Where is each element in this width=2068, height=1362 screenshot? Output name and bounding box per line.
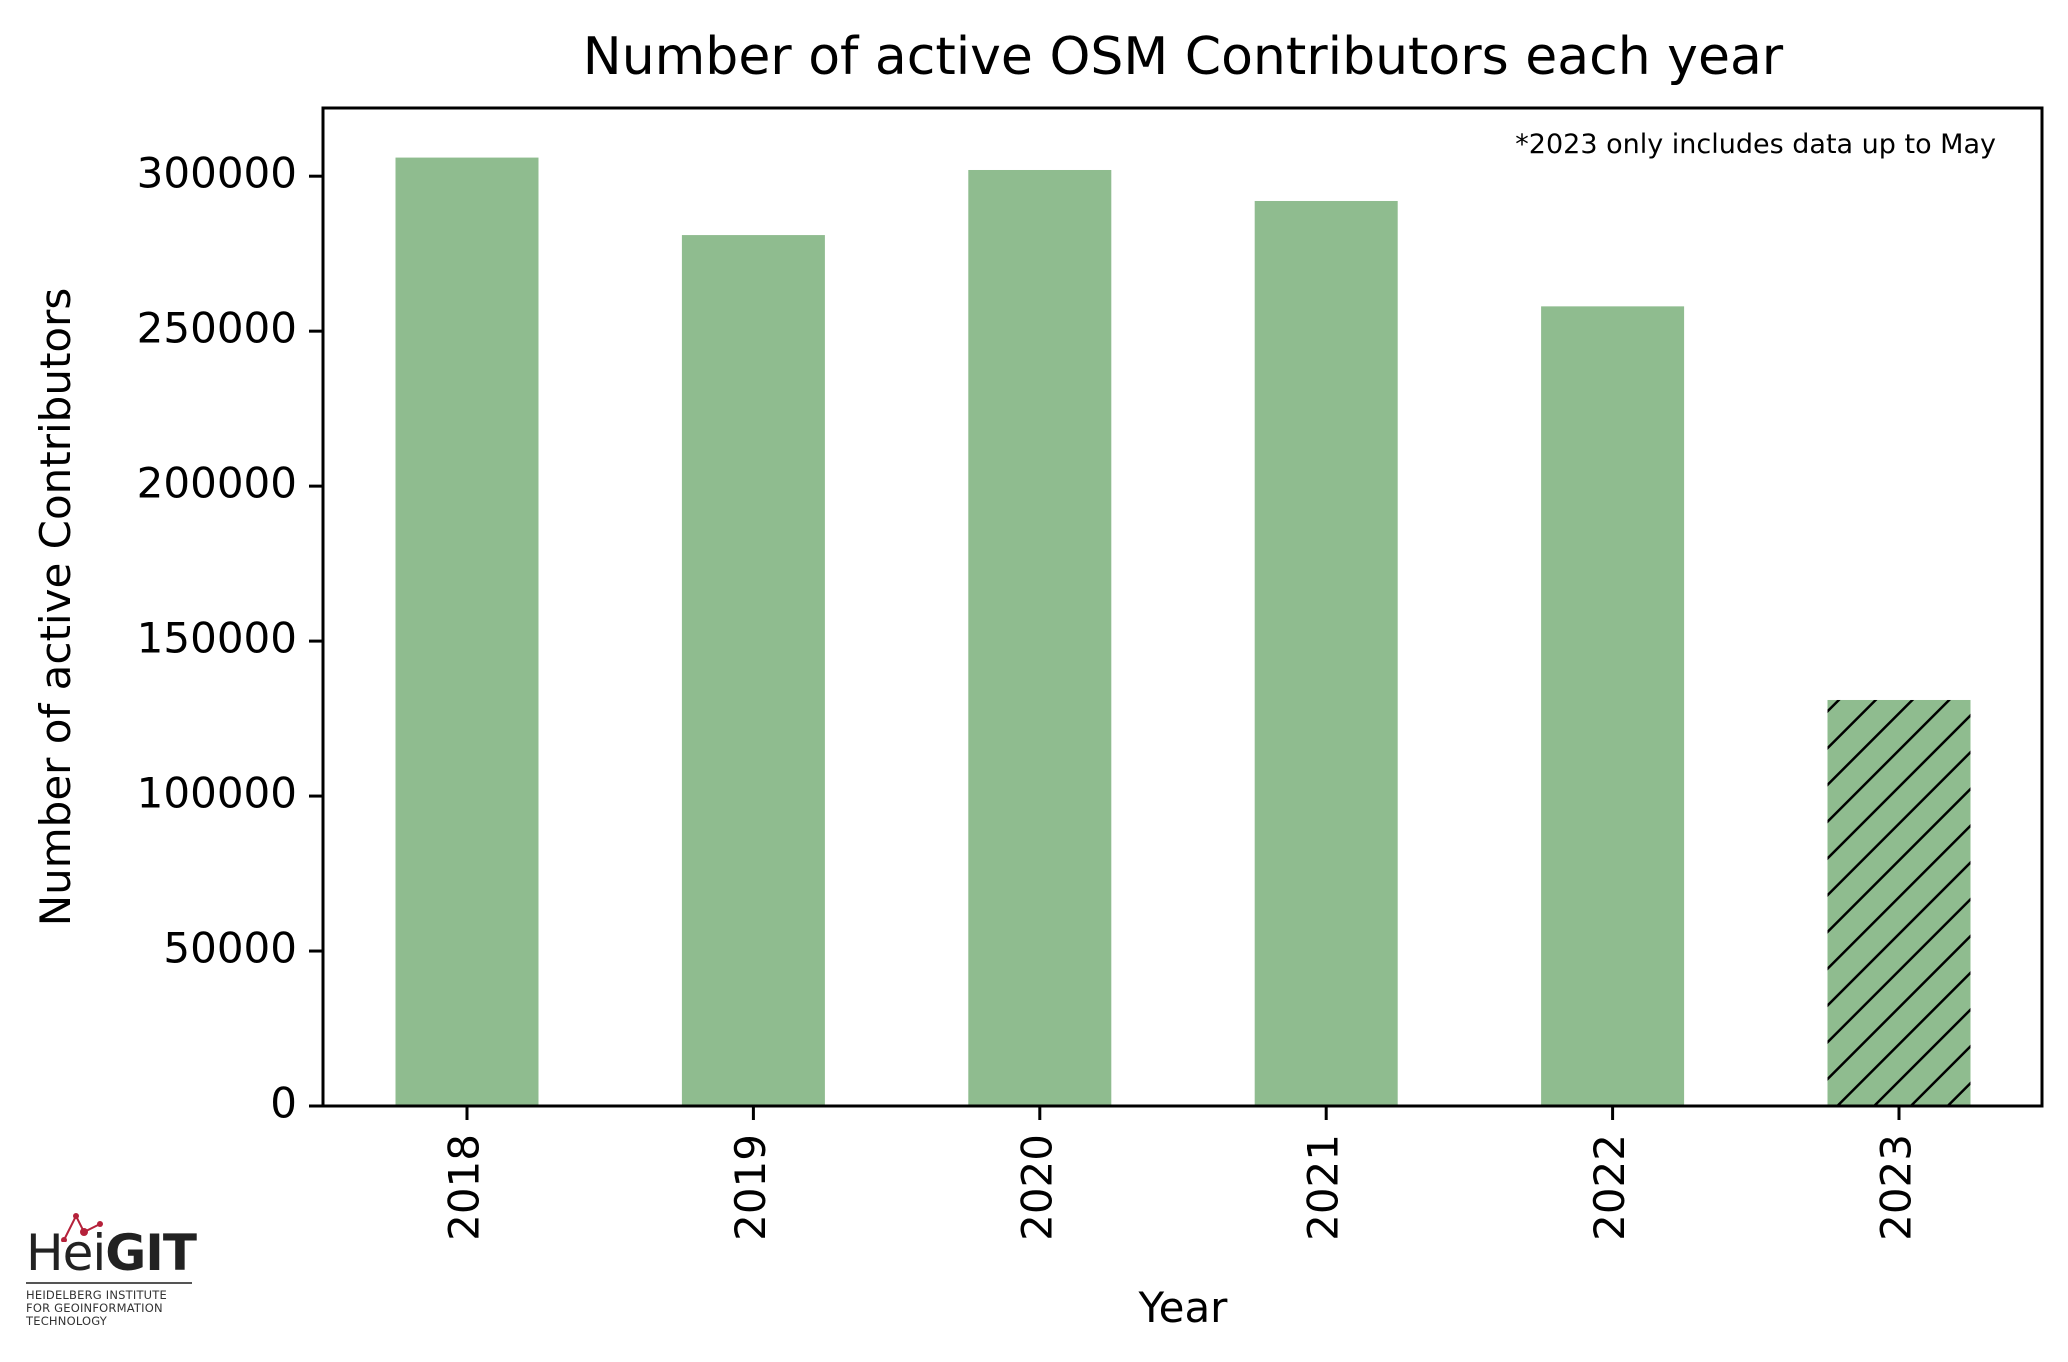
y-tick-label: 200000 — [137, 459, 297, 508]
bar-2018 — [395, 157, 539, 1106]
y-tick-label: 150000 — [137, 614, 297, 663]
bar-2020 — [968, 169, 1112, 1107]
bars-group — [395, 157, 1971, 1107]
bar-2021 — [1254, 200, 1398, 1106]
y-tick-label: 0 — [270, 1079, 297, 1128]
bar-2022 — [1541, 306, 1685, 1107]
logo-wordmark: HeiGIT — [26, 1228, 197, 1278]
network-nodes-icon — [61, 1213, 103, 1242]
logo-subtitle-line: TECHNOLOGY — [26, 1314, 108, 1328]
plot-frame — [321, 106, 2044, 1108]
x-tick-label: 2020 — [1012, 1134, 1061, 1241]
logo-divider — [26, 1282, 192, 1284]
logo-hei: Hei — [26, 1224, 106, 1282]
x-axis-label: Year — [1138, 1283, 1229, 1332]
y-tick-label: 250000 — [137, 304, 297, 353]
logo-subtitle: HEIDELBERG INSTITUTE FOR GEOINFORMATION … — [26, 1289, 196, 1328]
heigit-logo: HeiGIT HEIDELBERG INSTITUTE FOR GEOINFOR… — [26, 1213, 197, 1328]
y-tick-label: 50000 — [163, 924, 297, 973]
bar-2023 — [1827, 699, 1971, 1106]
logo-subtitle-line: FOR GEOINFORMATION — [26, 1301, 163, 1315]
x-axis: 2018 2019 2020 2021 2022 2023 — [440, 1106, 1921, 1241]
bar-2019 — [681, 235, 825, 1107]
x-tick-label: 2019 — [726, 1134, 775, 1241]
x-tick-label: 2018 — [440, 1134, 489, 1241]
y-axis-label: Number of active Contributors — [31, 288, 80, 927]
x-tick-label: 2023 — [1872, 1134, 1921, 1241]
y-axis: 0 50000 100000 150000 200000 250000 300000 — [137, 149, 323, 1128]
y-tick-label: 300000 — [137, 149, 297, 198]
x-tick-label: 2022 — [1585, 1134, 1634, 1241]
x-tick-label: 2021 — [1299, 1134, 1348, 1241]
logo-subtitle-line: HEIDELBERG INSTITUTE — [26, 1288, 167, 1302]
chart-title: Number of active OSM Contributors each y… — [583, 27, 1784, 87]
y-tick-label: 100000 — [137, 769, 297, 818]
chart-annotation: *2023 only includes data up to May — [1515, 129, 1996, 160]
logo-git: GIT — [105, 1224, 197, 1282]
